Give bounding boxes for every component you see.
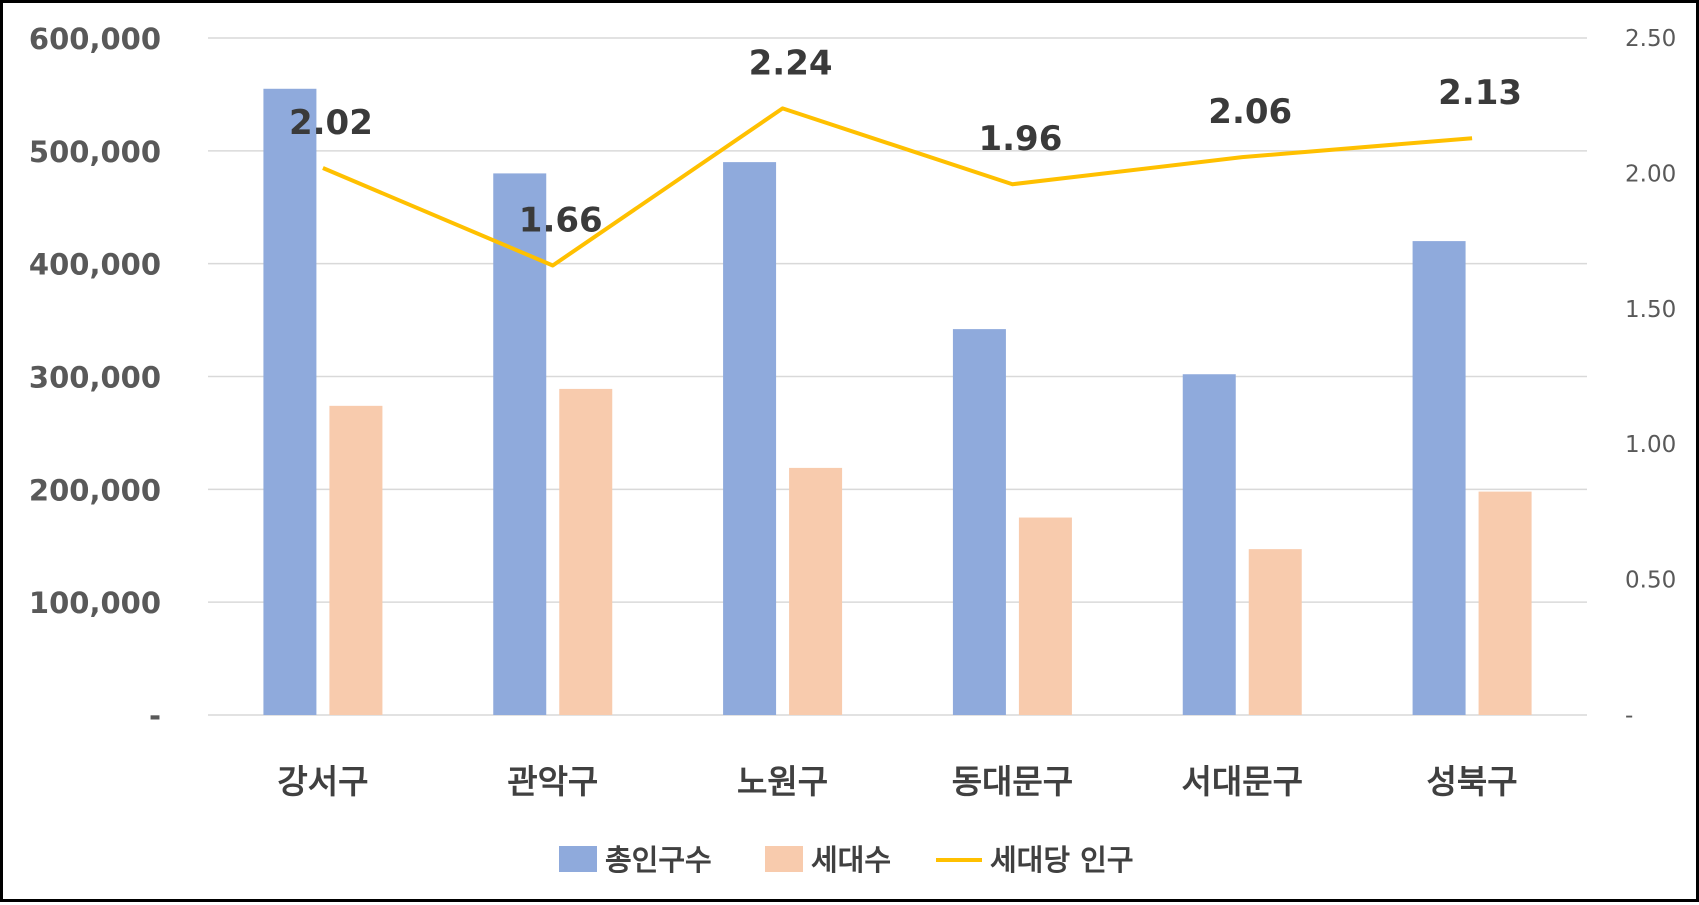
right-axis-tick-label: 2.00 bbox=[1625, 161, 1676, 187]
bar-households bbox=[559, 389, 612, 715]
bar-households bbox=[1479, 492, 1532, 715]
bar-total-population bbox=[493, 173, 546, 715]
x-axis-category-label: 관악구 bbox=[507, 762, 598, 801]
x-axis-category-label: 동대문구 bbox=[952, 762, 1073, 801]
x-axis-category-label: 노원구 bbox=[737, 762, 828, 801]
legend-swatch bbox=[765, 846, 803, 872]
combo-chart: - 100,000 200,000 300,000 400,000 500,000 600,… bbox=[3, 3, 1699, 905]
left-axis-tick-label: 300,000 bbox=[29, 361, 161, 395]
right-axis-tick-label: 0.50 bbox=[1625, 568, 1676, 594]
left-axis-tick-label: 400,000 bbox=[29, 248, 161, 282]
right-axis-tick-label: 1.00 bbox=[1625, 432, 1676, 458]
left-axis-tick-label: 200,000 bbox=[29, 473, 161, 507]
x-axis-category-label: 강서구 bbox=[277, 762, 368, 801]
bar-households bbox=[789, 468, 842, 715]
legend-label: 총인구수 bbox=[605, 843, 712, 877]
bar-total-population bbox=[1413, 241, 1466, 715]
left-axis-tick-label: 500,000 bbox=[29, 135, 161, 169]
right-axis-tick-label: - bbox=[1625, 703, 1633, 729]
left-axis-tick-label: 100,000 bbox=[29, 586, 161, 620]
left-axis-tick-label: 600,000 bbox=[29, 22, 161, 56]
bar-total-population bbox=[953, 329, 1006, 715]
line-data-label: 1.66 bbox=[519, 200, 603, 240]
x-axis-category-label: 서대문구 bbox=[1182, 762, 1303, 801]
right-axis-tick-label: 2.50 bbox=[1625, 26, 1676, 52]
bar-total-population bbox=[723, 162, 776, 715]
line-data-label: 2.13 bbox=[1438, 73, 1522, 113]
line-data-label: 2.06 bbox=[1208, 92, 1292, 132]
line-data-label: 2.02 bbox=[289, 103, 373, 143]
bar-households bbox=[1019, 518, 1072, 715]
legend-label: 세대당 인구 bbox=[990, 843, 1134, 877]
bar-total-population bbox=[263, 89, 316, 715]
line-data-label: 1.96 bbox=[978, 119, 1062, 159]
right-axis-tick-label: 1.50 bbox=[1625, 297, 1676, 323]
legend-swatch bbox=[559, 846, 597, 872]
x-axis-category-label: 성북구 bbox=[1427, 762, 1518, 801]
bar-households bbox=[329, 406, 382, 715]
bar-total-population bbox=[1183, 374, 1236, 715]
bar-households bbox=[1249, 549, 1302, 715]
legend-label: 세대수 bbox=[811, 843, 891, 877]
line-data-label: 2.24 bbox=[749, 43, 833, 83]
left-axis-tick-label: - bbox=[149, 699, 161, 733]
